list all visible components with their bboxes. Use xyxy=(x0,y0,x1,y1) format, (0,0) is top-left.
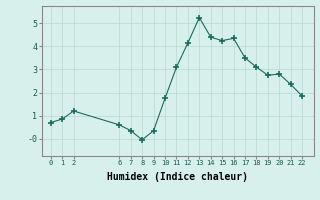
X-axis label: Humidex (Indice chaleur): Humidex (Indice chaleur) xyxy=(107,172,248,182)
